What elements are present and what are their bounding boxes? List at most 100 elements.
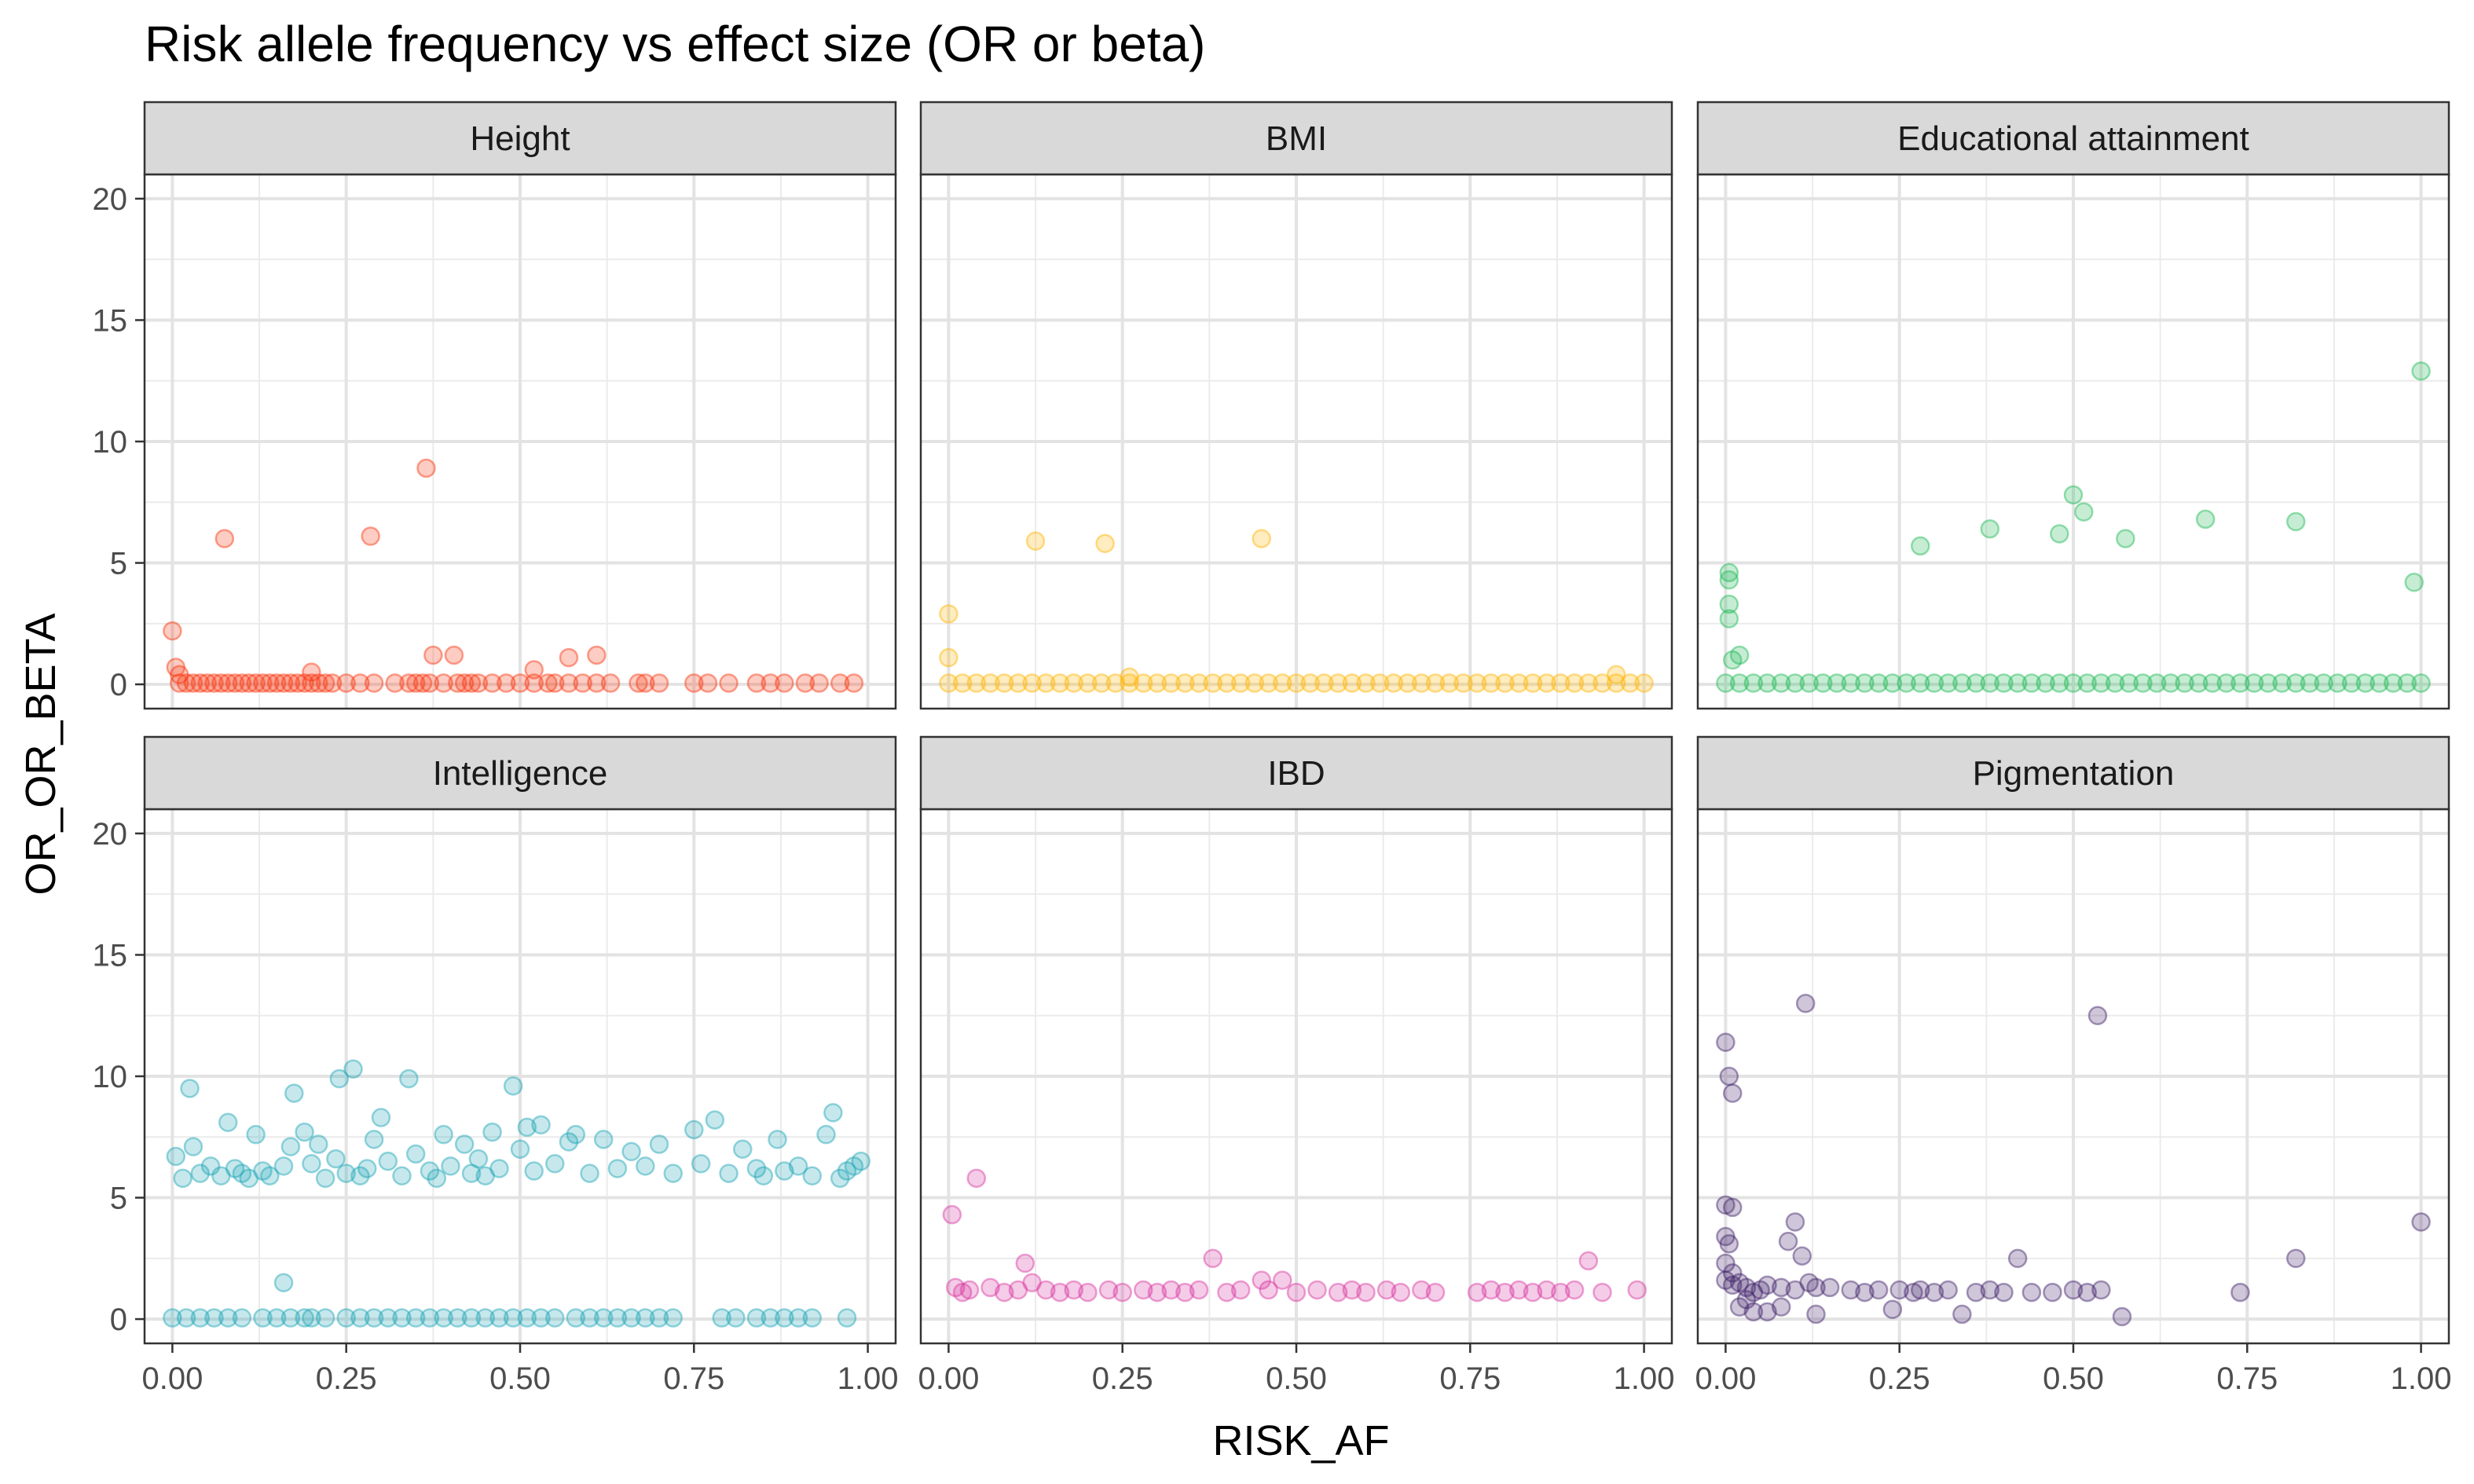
data-point xyxy=(2112,1306,2132,1327)
data-point xyxy=(1273,1270,1292,1290)
data-point xyxy=(378,1308,398,1328)
data-point xyxy=(420,673,440,693)
data-point xyxy=(1792,1246,1812,1266)
data-point xyxy=(1217,673,1237,693)
data-point xyxy=(364,1130,384,1149)
data-point xyxy=(2244,673,2264,693)
data-point xyxy=(1120,673,1139,693)
data-point xyxy=(253,673,273,693)
data-point xyxy=(1889,1280,1909,1300)
data-point xyxy=(684,673,704,693)
data-point xyxy=(1098,1280,1119,1300)
data-point xyxy=(1634,673,1654,693)
data-point xyxy=(1078,673,1098,693)
x-tick-label: 0.00 xyxy=(1695,1361,1756,1396)
data-point xyxy=(170,665,189,684)
data-point xyxy=(266,1308,287,1328)
data-point xyxy=(295,1122,314,1142)
x-tick-label: 0.50 xyxy=(1266,1361,1327,1396)
data-point xyxy=(1841,673,1860,693)
data-point xyxy=(994,1282,1014,1303)
data-point xyxy=(1723,650,1743,670)
data-point xyxy=(371,1108,391,1127)
data-point xyxy=(1938,673,1958,693)
data-point xyxy=(2074,502,2094,522)
data-point xyxy=(1252,1270,1271,1290)
data-point xyxy=(1627,1280,1647,1300)
data-point xyxy=(1716,1253,1735,1273)
data-point xyxy=(1606,665,1626,684)
data-point xyxy=(412,673,433,693)
x-tick-label: 0.00 xyxy=(141,1361,203,1396)
data-point xyxy=(1924,673,1944,693)
data-point xyxy=(788,1156,808,1176)
data-point xyxy=(1757,673,1777,693)
data-point xyxy=(1008,673,1028,693)
data-point xyxy=(1286,1282,1307,1303)
data-point xyxy=(593,1130,614,1149)
data-point xyxy=(434,1124,453,1145)
x-tick-label: 1.00 xyxy=(837,1361,899,1396)
data-point xyxy=(952,1282,973,1303)
data-point xyxy=(2087,1006,2108,1025)
strip-educational-attainment xyxy=(1696,101,2450,176)
x-tick-label: 0.50 xyxy=(2043,1361,2104,1396)
data-point xyxy=(1259,1280,1278,1300)
data-point xyxy=(444,645,464,665)
data-point xyxy=(1980,673,2000,693)
data-point xyxy=(726,1308,746,1328)
data-point xyxy=(1078,1282,1098,1303)
data-point xyxy=(1425,673,1446,693)
data-point xyxy=(1391,1282,1411,1303)
data-point xyxy=(1112,1282,1132,1303)
data-point xyxy=(468,673,489,693)
data-point xyxy=(489,1159,509,1178)
data-point xyxy=(1300,673,1320,693)
data-point xyxy=(225,1159,245,1178)
chart-title: Risk allele frequency vs effect size (OR… xyxy=(145,16,1205,72)
data-point xyxy=(959,1280,980,1300)
strip-label-educational-attainment: Educational attainment xyxy=(1897,119,2249,158)
data-point xyxy=(336,1163,356,1183)
data-point xyxy=(524,1161,544,1181)
data-point xyxy=(966,673,987,693)
y-axis-title: OR_OR_BETA xyxy=(17,613,64,895)
data-point xyxy=(2328,673,2348,693)
data-point xyxy=(427,1168,447,1189)
data-point xyxy=(2404,573,2424,592)
data-point xyxy=(1161,1280,1181,1300)
data-point xyxy=(663,1308,683,1328)
data-point xyxy=(2036,673,2055,693)
data-point xyxy=(1467,1282,1487,1303)
data-point xyxy=(531,1115,551,1135)
data-point xyxy=(1273,673,1292,693)
data-point xyxy=(1606,673,1626,693)
data-point xyxy=(295,1308,314,1328)
data-point xyxy=(939,673,958,693)
data-point xyxy=(1050,673,1070,693)
data-point xyxy=(524,660,544,680)
data-point xyxy=(1537,673,1556,693)
data-point xyxy=(2116,529,2135,548)
data-point xyxy=(1743,1282,1764,1303)
data-point xyxy=(1091,673,1112,693)
data-point xyxy=(994,673,1014,693)
data-point xyxy=(823,1103,843,1123)
data-point xyxy=(441,1156,460,1176)
data-point xyxy=(1771,1277,1791,1298)
data-point xyxy=(2133,673,2153,693)
data-point xyxy=(559,673,579,693)
data-point xyxy=(315,1168,335,1189)
data-point xyxy=(166,1146,186,1167)
y-tick-label: 20 xyxy=(93,182,128,217)
data-point xyxy=(497,673,516,693)
data-point xyxy=(2272,673,2292,693)
data-point xyxy=(1952,1304,1972,1325)
data-point xyxy=(361,526,380,546)
data-point xyxy=(980,1277,1000,1298)
data-point xyxy=(1719,1234,1739,1254)
data-point xyxy=(636,1308,655,1328)
data-point xyxy=(1938,1280,1958,1300)
data-point xyxy=(844,673,864,693)
y-tick-label: 0 xyxy=(110,668,127,702)
